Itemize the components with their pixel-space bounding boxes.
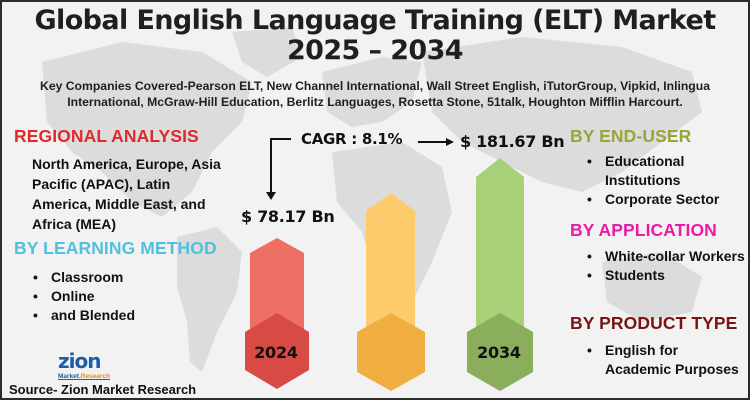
list-item: • Classroom (33, 269, 124, 285)
bullet-icon: • (587, 342, 592, 358)
cagr-label: CAGR : 8.1% (301, 130, 403, 148)
bullet-icon: • (587, 153, 592, 169)
bullet-icon: • (587, 267, 592, 283)
list-item: • Students (587, 267, 665, 283)
list-item: • Corporate Sector (587, 191, 720, 207)
title-line-2: 2025 – 2034 (287, 35, 464, 66)
bullet-icon: • (33, 269, 38, 285)
bar-2024 (245, 238, 309, 389)
bullet-icon: • (33, 307, 38, 323)
learning-method-list: • Classroom • Online • and Blended (31, 268, 135, 325)
end-year-label: 2034 (477, 343, 521, 362)
key-companies-text: Key Companies Covered-Pearson ELT, New C… (40, 79, 710, 109)
cagr-arrows (270, 138, 448, 194)
start-year-label: 2024 (254, 343, 298, 362)
list-item: • English for Academic Purposes (587, 342, 739, 377)
regional-analysis-text: North America, Europe, Asia Pacific (APA… (32, 156, 221, 232)
list-item: • and Blended (33, 307, 136, 323)
end-value-label: $ 181.67 Bn (460, 132, 565, 151)
page-title: Global English Language Training (ELT) M… (2, 6, 748, 66)
product-type-heading: BY PRODUCT TYPE (570, 313, 738, 333)
end-user-heading: BY END-USER (570, 126, 692, 146)
source-text: Source- Zion Market Research (9, 382, 197, 397)
zion-logo: zion Market.Research (58, 349, 114, 383)
list-item: • Online (33, 288, 95, 304)
application-list: • White-collar Workers • Students (585, 247, 745, 285)
bar-middle (357, 193, 425, 391)
arrow-down-icon (270, 138, 291, 194)
list-item: • Educational Institutions (587, 153, 685, 188)
learning-method-heading: BY LEARNING METHOD (14, 238, 217, 258)
list-item: • White-collar Workers (587, 248, 745, 264)
logo-subtitle: Market.Research (58, 373, 111, 380)
bullet-icon: • (587, 248, 592, 264)
bullet-icon: • (587, 191, 592, 207)
regional-analysis-heading: REGIONAL ANALYSIS (14, 126, 199, 146)
end-user-list: • Educational Institutions • Corporate Sec… (585, 152, 745, 209)
bullet-icon: • (33, 288, 38, 304)
title-line-1: Global English Language Training (ELT) M… (34, 5, 716, 36)
application-heading: BY APPLICATION (570, 220, 717, 240)
product-type-list: • English for Academic Purposes (585, 341, 745, 379)
start-value-label: $ 78.17 Bn (241, 207, 335, 226)
logo-wordmark: zion (58, 349, 101, 373)
bar-2034 (467, 158, 533, 391)
